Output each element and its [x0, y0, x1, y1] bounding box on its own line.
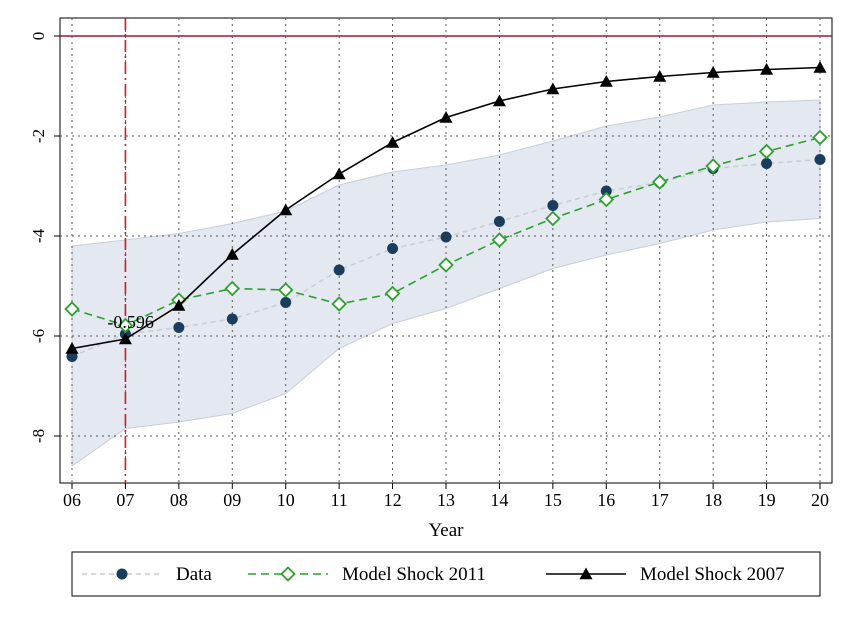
x-tick-label: 09 [223, 490, 241, 510]
data-point [226, 313, 238, 325]
data-point [600, 185, 612, 197]
shock-2007-point [599, 75, 613, 87]
x-tick-label: 10 [277, 490, 295, 510]
shock-2007-point [332, 167, 346, 180]
legend: Data Model Shock 2011 Model Shock 2007 [71, 551, 821, 597]
axes: 06 07 08 09 10 11 12 13 14 15 16 17 18 19 20 0 -2 -4 -6 -8 [29, 32, 829, 510]
shock-2011-point [491, 232, 508, 248]
y-tick-label: -8 [29, 429, 48, 443]
x-tick-label: 07 [116, 490, 134, 510]
y-tick-label: -4 [29, 228, 48, 243]
shock-2007-point [546, 82, 560, 95]
x-tick-label: 14 [490, 490, 508, 510]
shock-2011-point [651, 174, 668, 190]
reference-lines [60, 18, 832, 483]
shock-2007-point [492, 94, 506, 107]
shock-2011-point [812, 129, 828, 146]
data-point [814, 154, 826, 165]
shock-2011-point [545, 210, 561, 227]
x-tick-label: 12 [384, 490, 402, 510]
data-point [66, 351, 78, 362]
x-tick-label: 17 [651, 490, 669, 510]
data-point [280, 297, 292, 308]
shock-2007-point [813, 61, 827, 73]
legend-label-2011: Model Shock 2011 [342, 564, 486, 585]
legend-data-marker [116, 568, 128, 580]
y-tick-label: -2 [29, 129, 48, 143]
y-tick-label: 0 [29, 32, 48, 41]
x-tick-label: 08 [170, 490, 188, 510]
legend-2011-marker [280, 566, 296, 582]
shock-2011-point [64, 301, 80, 317]
shock-2007-point [386, 136, 400, 148]
x-tick-label: 18 [704, 490, 722, 510]
shock-2011-point [277, 282, 294, 298]
shock-2011-point [758, 143, 775, 160]
annotation-label: -0.596 [107, 312, 154, 332]
data-point [493, 216, 505, 227]
shock-2007-point [118, 332, 132, 345]
shock-2007-point [172, 299, 186, 311]
shock-2011-point [384, 285, 401, 302]
shock-2011-point [117, 317, 134, 334]
shock-2011-point [224, 280, 241, 297]
x-tick-label: 20 [811, 490, 829, 510]
data-point [387, 243, 399, 254]
shock-2007-point [653, 70, 667, 82]
shock-2007-point [706, 66, 720, 78]
legend-label-data: Data [176, 564, 212, 585]
shock-2007-point [760, 63, 774, 75]
x-tick-label: 06 [63, 490, 81, 510]
data-point [761, 158, 773, 169]
shock-2011-point [331, 296, 347, 312]
legend-label-2007: Model Shock 2007 [640, 564, 785, 585]
shock-2007-point [225, 248, 239, 260]
data-point [333, 264, 345, 276]
y-tick-label: -6 [29, 329, 48, 343]
shock-2011-point [438, 257, 454, 273]
x-tick-label: 13 [437, 490, 455, 510]
series [64, 61, 828, 362]
x-tick-label: 19 [758, 490, 776, 510]
shock-2007-point [279, 203, 293, 216]
data-point [547, 200, 559, 211]
data-point [440, 231, 452, 243]
data-point [173, 322, 185, 333]
x-tick-label: 16 [597, 490, 615, 510]
shock-2011-point [705, 158, 721, 174]
x-tick-label: 11 [330, 490, 347, 510]
x-axis-label: Year [428, 520, 464, 541]
shock-2007-point [65, 342, 79, 354]
shock-2007-point [439, 111, 453, 123]
shock-2011-point [598, 191, 615, 208]
legend-box [71, 551, 821, 597]
x-tick-label: 15 [544, 490, 562, 510]
legend-2007-marker [579, 567, 593, 580]
